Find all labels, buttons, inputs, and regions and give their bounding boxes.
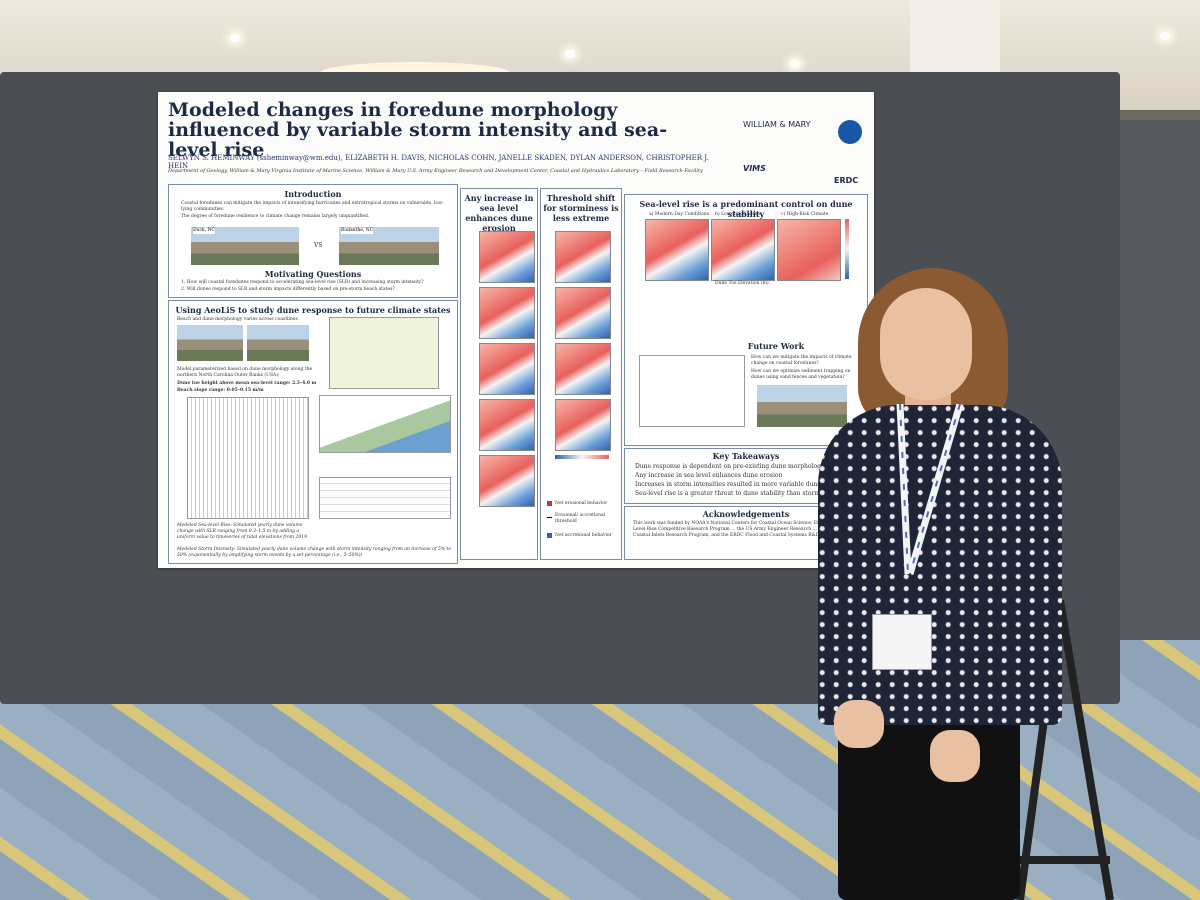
legend-swatch-accretional (547, 533, 552, 538)
ack-text: This work was funded by NOAA's National … (633, 521, 857, 538)
takeaways-heading: Key Takeaways (712, 451, 780, 461)
erdc-logo: ERDC (834, 176, 859, 185)
subplot-label: b) Low-Risk Climate (715, 212, 762, 217)
sand-fence-photo (757, 385, 847, 427)
results-heatmap-high-risk (777, 219, 841, 281)
colorbar (555, 455, 609, 459)
slr-panel: Any increase in sea level enhances dune … (460, 188, 538, 560)
research-poster: Modeled changes in foredune morphology i… (158, 92, 874, 568)
takeaway: Increases in storm intensities resulted … (635, 481, 827, 488)
legend-label: Net accretional behavior (555, 533, 612, 538)
methods-text: Dune toe height above mean sea-level ran… (177, 381, 317, 386)
slr-heatmap (479, 455, 535, 507)
question: 1. How will coastal foredunes respond to… (181, 280, 424, 285)
hand (834, 700, 884, 748)
methods-text: Beach slope range: 0.05–0.15 m/m (177, 388, 264, 393)
future-text: How can we optimize sediment trapping on… (751, 369, 851, 380)
slr-heading: Any increase in sea level enhances dune … (464, 193, 534, 233)
storm-text: Modeled Storm Intensity: Simulated yearl… (177, 547, 452, 558)
rodanthe-label: Rodanthe, NC (341, 228, 374, 234)
takeaway: Any increase in sea level enhances dune … (635, 472, 783, 479)
name-badge (872, 614, 932, 670)
face (880, 288, 972, 400)
subplot-label: c) High-Risk Climate (781, 212, 829, 217)
ceiling-light (230, 34, 240, 42)
results-heatmap-low-risk (711, 219, 775, 281)
storm-heatmap (555, 287, 611, 339)
beach-photo (177, 325, 243, 361)
ceiling-light (790, 60, 800, 68)
legend-label: Erosional/ accretional threshold (555, 513, 606, 524)
profile-chart (639, 355, 745, 427)
methods-subheading: Beach and dune morphology varies across … (177, 317, 298, 322)
takeaway: Sea-level rise is a greater threat to du… (635, 490, 820, 497)
storm-heading: Threshold shift for storminess is less e… (543, 193, 619, 223)
takeaway: Dune response is dependent on pre-existi… (635, 463, 825, 470)
poster-affiliations: Department of Geology, William & Mary Vi… (168, 168, 703, 174)
intro-bullet: The degree of foredune resilience to cli… (181, 214, 370, 219)
ceiling-light (565, 50, 575, 58)
results-heatmap-modern (645, 219, 709, 281)
slr-heatmap (479, 231, 535, 283)
subplot-label: a) Modern Day Conditions (649, 212, 710, 217)
results-colorbar (845, 219, 849, 279)
slr-text: Modeled Sea-level Rise: Simulated yearly… (177, 523, 307, 540)
methods-text: Model parameterized based on dune morpho… (177, 367, 313, 378)
poster-title: Modeled changes in foredune morphology i… (168, 99, 668, 161)
intro-heading: Introduction (284, 189, 342, 199)
parameters-table (319, 477, 451, 519)
intro-bullet: Coastal foredunes can mitigate the impac… (181, 201, 444, 212)
methods-heading: Using AeoLiS to study dune response to f… (175, 305, 451, 315)
storm-heatmap (555, 399, 611, 451)
ceiling-light (1160, 32, 1170, 40)
slr-heatmap (479, 399, 535, 451)
ack-heading: Acknowledgements (702, 509, 790, 519)
patterned-blouse (818, 405, 1062, 725)
vims-logo: VIMS (743, 164, 766, 173)
wm-logo: WILLIAM & MARY (743, 120, 811, 129)
hand (930, 730, 980, 782)
motivating-heading: Motivating Questions (264, 269, 362, 279)
legend-label: Net erosional behavior (555, 501, 608, 506)
lanyard (896, 404, 964, 575)
legend-swatch-erosional (547, 501, 552, 506)
beach-photo (247, 325, 309, 361)
timeseries-figure (187, 397, 309, 519)
future-text: How can we mitigate the impacts of clima… (751, 355, 852, 366)
results-heading: Sea-level rise is a predominant control … (639, 199, 853, 219)
vs-label: VS (314, 242, 323, 249)
storm-heatmap (555, 343, 611, 395)
storm-panel: Threshold shift for storminess is less e… (540, 188, 622, 560)
intro-panel: Introduction Coastal foredunes can mitig… (168, 184, 458, 298)
slr-heatmap (479, 287, 535, 339)
aeolis-flowchart (329, 317, 439, 389)
methods-panel: Using AeoLiS to study dune response to f… (168, 300, 458, 564)
future-heading: Future Work (747, 341, 805, 351)
legend-swatch-threshold (547, 517, 552, 518)
duck-label: Duck, NC (193, 228, 215, 234)
dune-diagram (319, 395, 451, 453)
results-panel: Sea-level rise is a predominant control … (624, 194, 868, 446)
poster-authors: SELWYN S. HEMINWAY (ssheminway@wm.edu), … (168, 154, 709, 170)
slr-heatmap (479, 343, 535, 395)
question: 2. Will dunes respond to SLR and storm i… (181, 287, 395, 292)
storm-heatmap (555, 231, 611, 283)
noaa-logo (838, 120, 862, 144)
results-xlabel: Dune Toe Elevation (m) (715, 281, 769, 286)
